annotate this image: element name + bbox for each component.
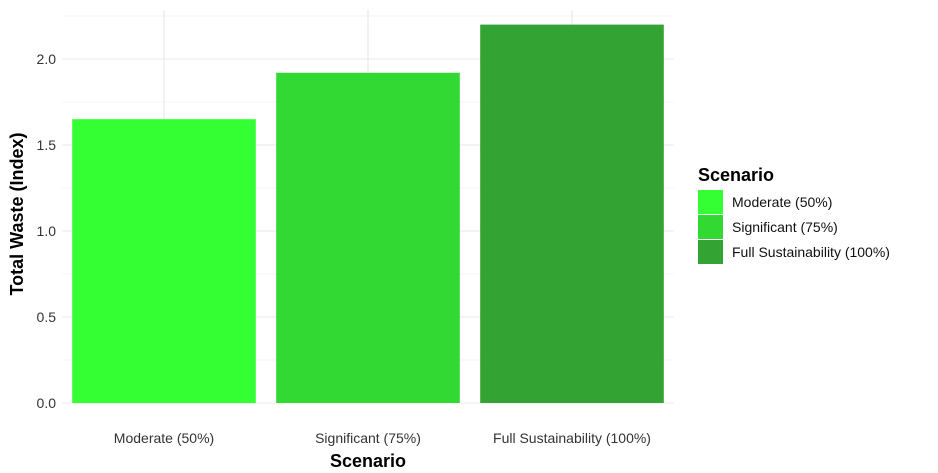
x-tick-label: Moderate (50%) bbox=[114, 430, 214, 446]
legend-title: Scenario bbox=[698, 165, 774, 185]
x-tick-label: Full Sustainability (100%) bbox=[493, 430, 651, 446]
legend: Scenario Moderate (50%) Significant (75%)… bbox=[698, 165, 890, 264]
y-tick-label: 2.0 bbox=[37, 51, 57, 67]
y-tick-label: 0.0 bbox=[37, 395, 57, 411]
bar bbox=[276, 72, 460, 403]
y-tick-label: 1.0 bbox=[37, 223, 57, 239]
y-axis-title: Total Waste (Index) bbox=[7, 132, 27, 295]
legend-entry-label: Full Sustainability (100%) bbox=[732, 244, 890, 260]
legend-swatch bbox=[698, 190, 723, 214]
y-tick-label: 0.5 bbox=[37, 309, 57, 325]
y-tick-label: 1.5 bbox=[37, 137, 57, 153]
x-axis-title: Scenario bbox=[330, 451, 406, 471]
bars bbox=[72, 24, 664, 403]
legend-swatch bbox=[698, 215, 723, 239]
bar bbox=[480, 24, 664, 403]
legend-entry-label: Significant (75%) bbox=[732, 219, 838, 235]
bar bbox=[72, 119, 256, 403]
x-axis-ticks: Moderate (50%) Significant (75%) Full Sust… bbox=[114, 430, 651, 446]
y-axis-ticks: 0.0 0.5 1.0 1.5 2.0 bbox=[37, 51, 57, 411]
legend-swatch bbox=[698, 240, 723, 264]
legend-entry-label: Moderate (50%) bbox=[732, 194, 832, 210]
x-tick-label: Significant (75%) bbox=[315, 430, 421, 446]
